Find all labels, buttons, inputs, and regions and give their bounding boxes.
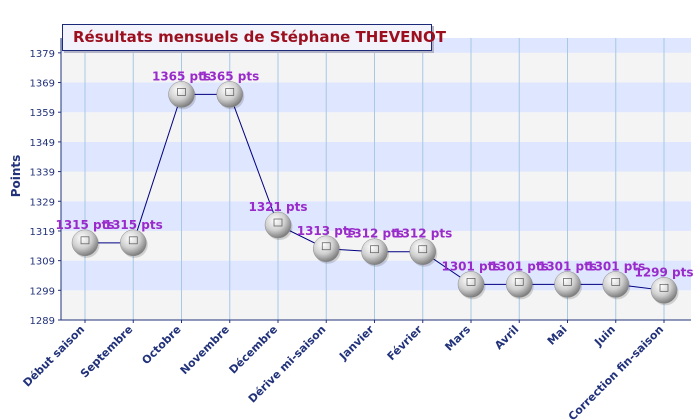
x-tick-label: Janvier [336,323,377,364]
data-label: 1301 pts [441,259,500,273]
y-tick-label: 1369 [30,79,55,90]
y-tick-label: 1349 [30,138,55,149]
grid-band [61,260,691,291]
grid-band [61,201,691,231]
data-label: 1299 pts [634,265,693,279]
marker-emblem [225,88,235,96]
grid-lines [84,38,665,320]
data-label: 1321 pts [248,200,307,214]
x-tick-label: Début saison [21,323,88,390]
marker-emblem [563,278,572,286]
data-label: 1365 pts [200,69,259,83]
marker-emblem [128,236,138,245]
data-point-marker [361,238,388,265]
data-label: 1315 pts [55,218,114,232]
data-label: 1315 pts [104,218,163,232]
background-bands [61,38,691,320]
marker-emblem [611,278,621,286]
data-label: 1365 pts [152,69,211,83]
data-point-marker [602,271,629,298]
x-tick-label: Novembre [178,323,232,377]
y-tick-label: 1329 [30,197,55,208]
data-point-marker [457,271,485,298]
y-tick-label: 1309 [30,257,55,268]
y-tick-label: 1379 [30,49,55,60]
y-tick-label: 1359 [30,108,55,119]
data-point-marker [506,271,533,298]
data-label: 1312 pts [393,227,452,241]
x-tick-label: Correction fin-saison [566,323,666,420]
marker-emblem [177,88,186,96]
axes [60,38,691,321]
marker-emblem [659,283,669,292]
y-tick-label: 1339 [30,168,55,179]
grid-band [61,171,691,202]
chart-title-text: Résultats mensuels de Stéphane THEVENOT [73,28,446,46]
x-tick-label: Décembre [227,323,281,377]
data-point-marker [409,238,436,265]
data-label: 1301 pts [586,259,645,273]
data-label: 1312 pts [345,227,404,241]
grid-band [61,141,691,172]
data-label: 1301 pts [490,259,549,273]
y-tick-label: 1299 [30,286,55,297]
grid-band [61,112,691,142]
data-point-marker [71,229,99,257]
data-label: 1301 pts [538,259,597,273]
grid-band [61,52,691,83]
x-tick-label: Mai [545,323,570,348]
marker-emblem [321,242,331,251]
data-point-marker [264,211,292,239]
marker-emblem [418,245,428,254]
y-tick-label: 1289 [30,316,55,327]
grid-band [61,290,691,320]
marker-emblem [370,245,379,254]
x-tick-label: Février [385,323,426,364]
grid-band [61,82,691,113]
data-markers [71,81,679,306]
data-point-marker [120,229,147,257]
chart-title: Résultats mensuels de Stéphane THEVENOT [62,24,446,51]
data-label: 1313 pts [297,224,356,238]
y-tick-labels: 1289 1299 1309 1319 1329 1339 1349 1359 1369 1379 [30,49,61,327]
x-tick-label: Mars [442,323,473,354]
data-point-marker [650,277,678,304]
data-point-marker [313,235,340,263]
marker-emblem [273,218,283,227]
marker-emblem [514,278,524,286]
x-tick-label: Septembre [78,323,135,380]
marker-emblem [466,278,476,286]
marker-emblem [80,236,90,245]
data-point-marker [216,81,243,108]
y-tick-label: 1319 [30,227,55,238]
data-point-marker [168,81,195,108]
x-tick-label: Octobre [139,323,183,367]
data-point-marker [554,271,581,298]
x-tick-label: Juin [591,323,618,350]
y-axis-title: Points [9,155,23,198]
x-tick-label: Avril [492,323,521,352]
